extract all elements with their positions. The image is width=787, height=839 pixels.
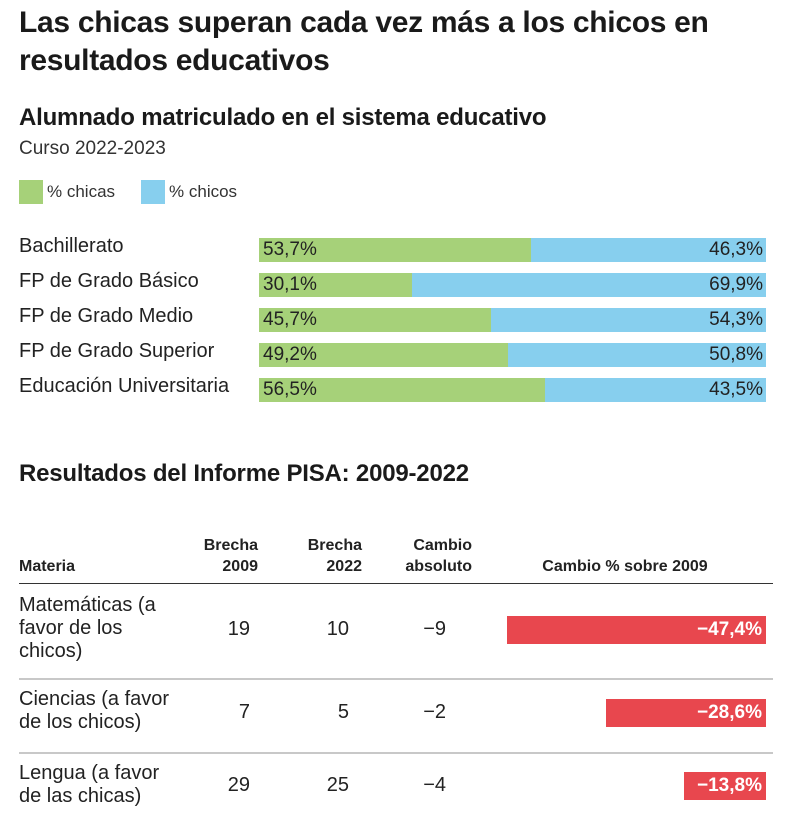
data-label-chicos: 46,3% <box>709 239 763 260</box>
header-cambio-line2: absoluto <box>405 558 472 575</box>
category-label: FP de Grado Básico <box>19 270 199 292</box>
data-label-chicas: 45,7% <box>263 309 317 330</box>
cell-materia-line: chicos) <box>19 640 83 662</box>
cell-materia: Ciencias (a favor de los chicos) <box>19 688 189 734</box>
cell-materia: Lengua (a favor de las chicas) <box>19 762 189 808</box>
cell-materia-line: Lengua (a favor <box>19 762 160 784</box>
legend: % chicas % chicos <box>19 180 263 204</box>
cell-materia-line: de los chicos) <box>19 711 142 733</box>
legend-swatch-chicos <box>141 180 166 204</box>
stacked-bar-row: 49,2% 50,8% <box>259 343 766 367</box>
data-label-chicos: 54,3% <box>709 309 763 330</box>
stacked-bar-row: 53,7% 46,3% <box>259 238 766 262</box>
cell-brecha-2022: 5 <box>337 701 349 723</box>
data-label-chicas: 53,7% <box>263 239 317 260</box>
bar-segment-chicos <box>490 308 766 332</box>
percent-change-bar: −13,8% <box>684 772 766 800</box>
bar-segment-chicas <box>259 238 532 262</box>
header-divider <box>19 583 773 584</box>
category-label: FP de Grado Medio <box>19 305 194 327</box>
data-label-chicos: 50,8% <box>709 344 763 365</box>
cell-cambio-absoluto: −4 <box>423 774 446 796</box>
cell-brecha-2009: 29 <box>227 774 250 796</box>
legend-swatch-chicas <box>19 180 43 204</box>
header-brecha-2022-line2: 2022 <box>326 558 362 575</box>
cell-materia-line: favor de los <box>19 617 123 639</box>
header-brecha-2009-line1: Brecha <box>203 537 258 554</box>
percent-change-label: −13,8% <box>697 775 762 796</box>
page-title: Las chicas superan cada vez más a los ch… <box>19 6 709 77</box>
header-brecha-2022: Brecha 2022 <box>290 535 362 577</box>
bar-segment-chicas <box>259 343 509 367</box>
cell-materia-line: Ciencias (a favor <box>19 688 170 710</box>
header-brecha-2009: Brecha 2009 <box>186 535 258 577</box>
data-label-chicas: 30,1% <box>263 274 317 295</box>
data-label-chicos: 69,9% <box>709 274 763 295</box>
category-label: Educación Universitaria <box>19 375 230 397</box>
bar-segment-chicos <box>508 343 766 367</box>
bar-segment-chicos <box>531 238 766 262</box>
percent-change-bar: −28,6% <box>606 699 766 727</box>
cell-materia-line: Matemáticas (a <box>19 594 156 616</box>
header-cambio-line1: Cambio <box>413 537 472 554</box>
bar-segment-chicos <box>411 273 766 297</box>
bar-segment-chicas <box>259 378 546 402</box>
category-label: FP de Grado Superior <box>19 340 215 362</box>
header-brecha-2022-line1: Brecha <box>307 537 362 554</box>
row-divider <box>19 678 773 680</box>
stacked-bar-row: 56,5% 43,5% <box>259 378 766 402</box>
cell-brecha-2022: 10 <box>326 618 349 640</box>
header-cambio-absoluto: Cambio absoluto <box>380 535 472 577</box>
bar-segment-chicas <box>259 273 412 297</box>
cell-brecha-2009: 19 <box>227 618 250 640</box>
data-label-chicas: 49,2% <box>263 344 317 365</box>
percent-change-label: −47,4% <box>697 619 762 640</box>
bar-segment-chicas <box>259 308 491 332</box>
chart-title: Alumnado matriculado en el sistema educa… <box>19 104 547 131</box>
legend-label-chicos: % chicos <box>169 182 238 201</box>
header-materia: Materia <box>19 558 76 575</box>
header-cambio-pct: Cambio % sobre 2009 <box>542 558 708 575</box>
header-brecha-2009-line2: 2009 <box>222 558 258 575</box>
stacked-bar-row: 45,7% 54,3% <box>259 308 766 332</box>
percent-change-bar: −47,4% <box>506 616 766 644</box>
row-divider <box>19 752 773 754</box>
stacked-bar-row: 30,1% 69,9% <box>259 273 766 297</box>
table-title: Resultados del Informe PISA: 2009-2022 <box>19 460 469 487</box>
cell-materia-line: de las chicas) <box>19 785 142 807</box>
category-label: Bachillerato <box>19 235 124 257</box>
chart-subtitle: Curso 2022-2023 <box>19 138 166 159</box>
cell-brecha-2022: 25 <box>326 774 349 796</box>
cell-brecha-2009: 7 <box>238 701 250 723</box>
data-label-chicas: 56,5% <box>263 379 317 400</box>
bar-segment-chicos <box>545 378 766 402</box>
cell-cambio-absoluto: −9 <box>423 618 446 640</box>
cell-materia: Matemáticas (a favor de los chicos) <box>19 594 189 663</box>
percent-change-label: −28,6% <box>697 702 762 723</box>
legend-label-chicas: % chicas <box>47 182 116 201</box>
cell-cambio-absoluto: −2 <box>423 701 446 723</box>
data-label-chicos: 43,5% <box>709 379 763 400</box>
